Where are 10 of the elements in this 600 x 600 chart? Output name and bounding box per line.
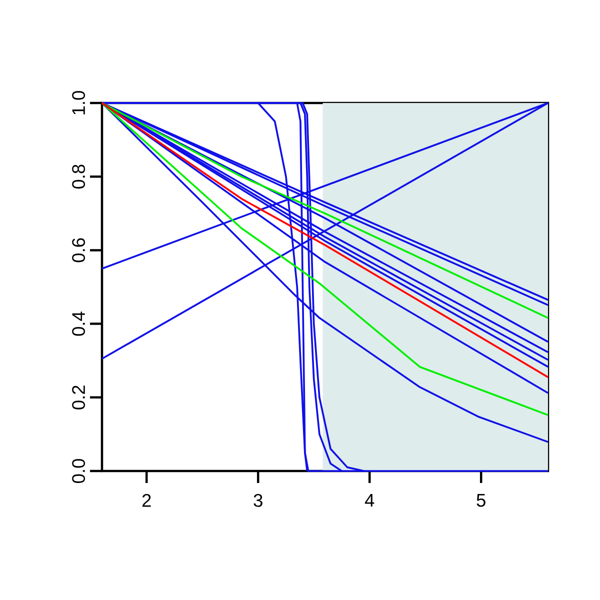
x-tick-label: 4: [364, 494, 374, 507]
y-tick-label: 0.0: [72, 459, 86, 483]
x-tick-label: 5: [476, 494, 486, 507]
y-tick-label: 0.4: [72, 312, 86, 336]
y-tick-label: 0.2: [72, 386, 86, 410]
x-tick-label: 3: [254, 494, 262, 507]
y-tick-label: 0.8: [72, 164, 86, 189]
y-tick-label: 0.6: [72, 238, 86, 262]
x-tick-label: 2: [142, 494, 151, 507]
y-tick-label: 1.0: [72, 91, 86, 114]
